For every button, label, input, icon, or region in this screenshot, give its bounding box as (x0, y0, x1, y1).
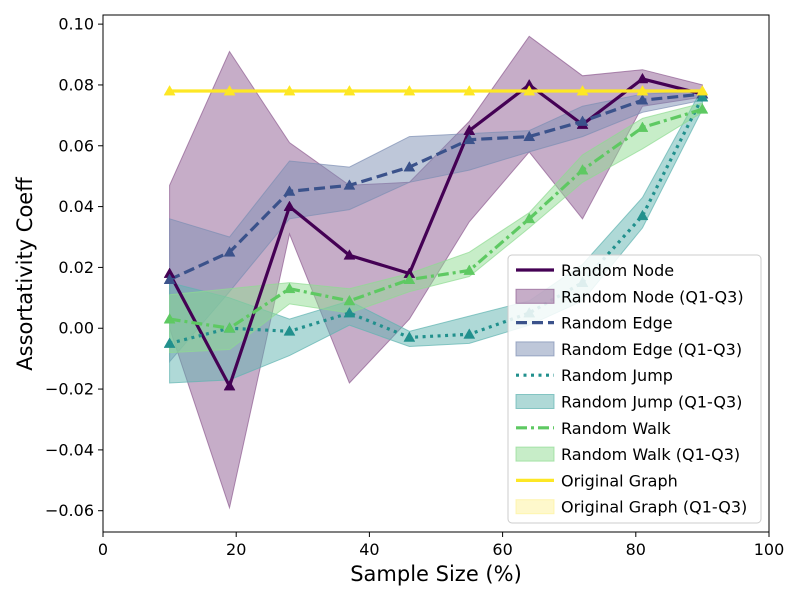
marker-series-3-3 (343, 294, 356, 306)
plot-frame (102, 14, 770, 533)
marker-series-1-3 (343, 179, 356, 190)
line-series-2 (169, 96, 704, 345)
x-tick-label: 40 (359, 540, 379, 559)
y-tick-label: 0.10 (58, 15, 94, 34)
legend-box (507, 254, 762, 524)
legend-label-4: Original Graph (561, 471, 678, 490)
marker-series-0-1 (223, 380, 236, 391)
marker-series-3-0 (163, 313, 176, 324)
legend-band-label-2: Random Jump (Q1-Q3) (561, 393, 742, 412)
legend-band-label-1: Random Edge (Q1-Q3) (561, 340, 742, 359)
marker-series-2-5 (463, 328, 476, 339)
marker-series-1-6 (523, 130, 536, 142)
marker-series-1-1 (223, 246, 236, 257)
legend-band-swatch-0 (515, 288, 555, 304)
y-tick-label: 0.00 (58, 319, 94, 338)
legend-label-3: Random Walk (561, 419, 671, 438)
marker-series-0-3 (343, 249, 356, 260)
legend-band-swatch-2 (515, 394, 555, 409)
marker-series-2-2 (283, 325, 296, 336)
y-axis-label: Assortativity Coeff (13, 177, 37, 371)
legend-label-0: Random Node (561, 261, 674, 280)
marker-series-1-0 (163, 273, 176, 284)
y-axis-ticks: −0.06 −0.04 −0.02 0.00 0.02 0.04 0.06 0.08 0.10 (45, 15, 103, 520)
legend-band-label-3: Random Walk (Q1-Q3) (561, 445, 740, 464)
marker-series-4-5 (463, 85, 476, 96)
plot-markers (163, 72, 709, 391)
marker-series-4-0 (163, 85, 176, 96)
legend-band-swatch-1 (515, 341, 555, 357)
line-series-1 (168, 92, 703, 282)
legend-label-1: Random Edge (561, 314, 673, 333)
marker-series-1-5 (463, 133, 476, 145)
x-axis-label: Sample Size (%) (350, 562, 522, 586)
y-tick-label: 0.04 (58, 197, 94, 216)
y-tick-label: −0.04 (45, 440, 94, 459)
x-tick-label: 100 (754, 540, 785, 559)
marker-series-2-9 (696, 91, 709, 102)
marker-series-4-4 (403, 85, 416, 96)
marker-series-3-5 (463, 264, 476, 275)
marker-series-4-3 (343, 85, 356, 96)
x-tick-label: 60 (492, 540, 512, 559)
marker-series-4-2 (283, 85, 296, 96)
y-tick-label: 0.06 (58, 136, 94, 155)
x-axis-ticks: 0 20 40 60 80 100 (98, 532, 784, 559)
y-tick-label: −0.02 (45, 380, 94, 399)
marker-series-3-1 (223, 322, 236, 333)
marker-series-0-2 (283, 200, 296, 211)
marker-series-1-8 (636, 94, 649, 105)
marker-series-4-6 (523, 85, 536, 96)
legend-band-label-4: Original Graph (Q1-Q3) (561, 498, 747, 517)
marker-series-2-0 (163, 337, 176, 348)
legend-band-swatch-3 (515, 446, 555, 462)
x-tick-label: 80 (626, 540, 646, 559)
y-tick-label: 0.02 (58, 258, 94, 277)
marker-series-2-3 (343, 307, 356, 318)
marker-series-1-2 (283, 185, 296, 196)
legend: Random Node Random Node (Q1-Q3) Random Edg… (507, 254, 762, 524)
legend-label-2: Random Jump (561, 366, 673, 385)
legend-band-swatch-4 (515, 499, 555, 515)
marker-series-2-4 (403, 331, 416, 342)
plot-lines (168, 77, 704, 388)
marker-series-3-7 (576, 164, 589, 175)
x-tick-label: 20 (226, 540, 246, 559)
marker-series-3-6 (523, 212, 536, 224)
marker-series-4-8 (636, 85, 649, 96)
marker-series-1-4 (403, 161, 416, 172)
line-series-0 (168, 77, 703, 388)
marker-series-3-2 (283, 282, 296, 294)
marker-series-4-1 (223, 85, 236, 96)
marker-series-3-9 (696, 103, 709, 114)
marker-series-1-7 (576, 115, 589, 126)
legend-band-label-0: Random Node (Q1-Q3) (561, 287, 744, 306)
y-tick-label: −0.06 (45, 501, 94, 520)
marker-series-0-8 (636, 72, 649, 84)
marker-series-3-4 (403, 273, 416, 284)
marker-series-3-8 (636, 121, 649, 132)
marker-series-2-8 (636, 209, 649, 221)
y-tick-label: 0.08 (58, 75, 94, 94)
x-tick-label: 0 (98, 540, 108, 559)
line-series-3 (169, 107, 703, 330)
marker-series-4-7 (576, 85, 589, 96)
marker-series-4-9 (696, 85, 709, 96)
